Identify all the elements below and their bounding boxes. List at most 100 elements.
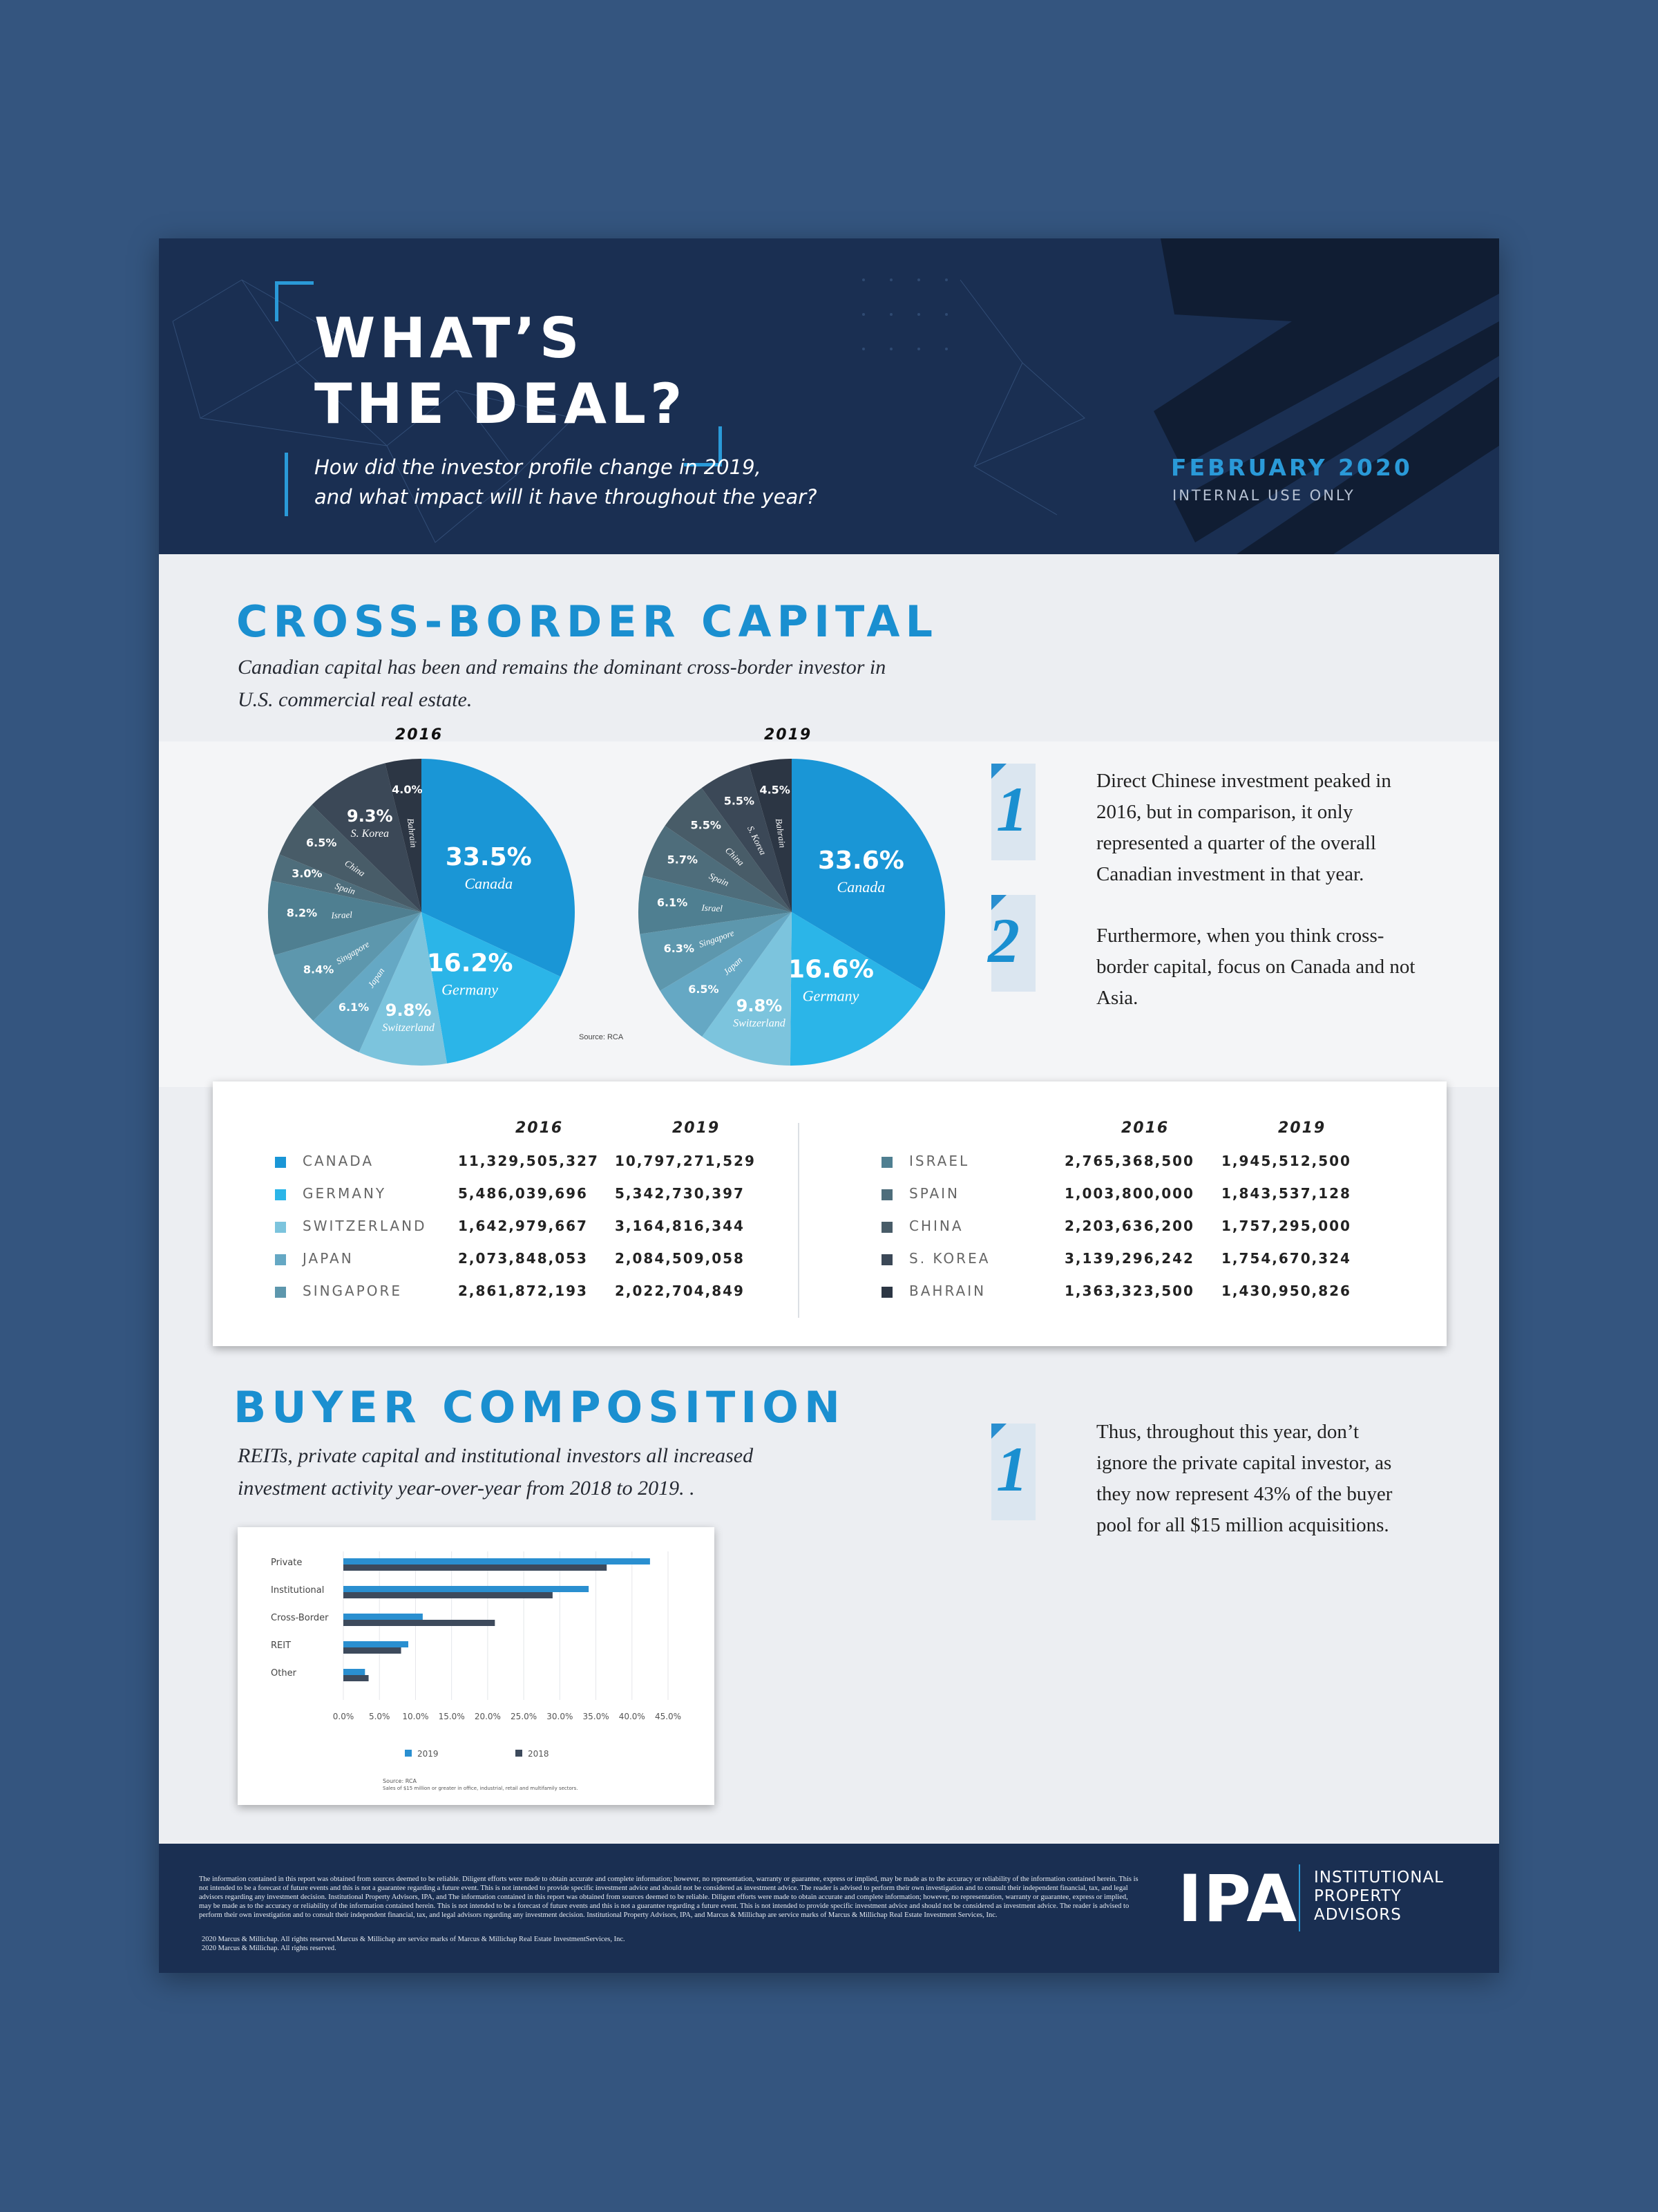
pie-source-note: Source: RCA [579, 1033, 624, 1041]
country-name: CHINA [909, 1218, 964, 1234]
footer: The information contained in this report… [159, 1844, 1499, 1973]
pie-chart-2016: 33.5% Canada 16.2% Germany 9.8% Switzerland 6.… [268, 759, 575, 1066]
bar-x-tick-label: 0.0% [333, 1712, 354, 1721]
bar-other-2018 [343, 1675, 369, 1681]
pie-2019-slice-singapore [640, 912, 792, 991]
value-2016: 1,642,979,667 [458, 1218, 588, 1234]
pie-2019-slice-s-korea [701, 764, 792, 912]
pie-2016-label-canada: Canada [464, 875, 513, 892]
table-row-switzerland: SWITZERLAND 1,642,979,667 3,164,816,344 [275, 1216, 759, 1243]
country-name: ISRAEL [909, 1153, 970, 1169]
ipa-logo: IPA [1178, 1862, 1298, 1937]
pie-2016-slice-switzerland [359, 912, 448, 1066]
country-name: SPAIN [909, 1185, 960, 1202]
bar-category-reit: REIT [271, 1641, 291, 1651]
value-2016: 2,073,848,053 [458, 1250, 588, 1267]
table-row-spain: SPAIN 1,003,800,000 1,843,537,128 [882, 1183, 1365, 1211]
buyer-composition-title: BUYER COMPOSITION [234, 1382, 846, 1433]
pie-2019-slice-japan [660, 912, 792, 1037]
bar-x-tick-label: 45.0% [655, 1712, 681, 1721]
table-row-japan: JAPAN 2,073,848,053 2,084,509,058 [275, 1248, 759, 1276]
pie-2019-value-japan: 6.5% [688, 983, 718, 996]
bar-x-tick-label: 35.0% [582, 1712, 609, 1721]
bar-legend-swatch-2018 [515, 1750, 522, 1757]
legend-swatch [275, 1189, 286, 1200]
point-2-badge [991, 895, 1036, 992]
subtitle-line2: and what impact will it have throughout … [314, 485, 817, 509]
point-1-number: 1 [996, 774, 1028, 844]
bar-category-private: Private [271, 1558, 302, 1568]
table-divider [798, 1123, 799, 1318]
country-name: SINGAPORE [303, 1283, 403, 1299]
table-left-year2-header: 2019 [672, 1119, 721, 1137]
cross-border-desc-line1: Canadian capital has been and remains th… [238, 656, 886, 679]
bar-x-tick-label: 20.0% [475, 1712, 501, 1721]
brand-line1: INSTITUTIONAL [1314, 1869, 1444, 1887]
table-row-canada: CANADA 11,329,505,327 10,797,271,529 [275, 1151, 759, 1178]
pie-2016-label-switzerland: Switzerland [382, 1022, 435, 1034]
bar-cross-border-2018 [343, 1620, 495, 1626]
point-1-badge [991, 764, 1036, 860]
value-2019: 1,757,295,000 [1221, 1218, 1351, 1234]
value-2016: 2,203,636,200 [1065, 1218, 1194, 1234]
cross-border-desc-line2: U.S. commercial real estate. [238, 688, 473, 711]
bar-legend-label-2019: 2019 [417, 1749, 439, 1759]
buyer-point-badge [991, 1424, 1036, 1520]
bar-x-tick-label: 5.0% [369, 1712, 390, 1721]
bar-source-note: Source: RCA [383, 1778, 417, 1784]
pie-2016-value-switzerland: 9.8% [385, 1001, 432, 1020]
buyer-bar-chart: 0.0% 5.0% 10.0% 15.0% 20.0% 25.0% 30.0% 35.0% 40… [271, 1551, 681, 1791]
buyer-point-text: Thus, throughout this year, don’t ignore… [1096, 1421, 1393, 1536]
legend-swatch [882, 1157, 893, 1168]
pie-2019-label-canada: Canada [837, 878, 886, 896]
pie-2016-label-israel: Israel [330, 909, 352, 920]
legend-swatch [275, 1222, 286, 1233]
legend-swatch [882, 1189, 893, 1200]
bar-x-tick-label: 15.0% [439, 1712, 465, 1721]
bar-source-detail: Sales of $15 million or greater in offic… [383, 1786, 578, 1791]
bar-institutional-2019 [343, 1586, 589, 1592]
internal-use-label: INTERNAL USE ONLY [1172, 487, 1355, 504]
table-row-israel: ISRAEL 2,765,368,500 1,945,512,500 [882, 1151, 1365, 1178]
copyright-line2: 2020 Marcus & Millichap. All rights rese… [202, 1945, 336, 1952]
copyright-line1: 2020 Marcus & Millichap. All rights rese… [202, 1936, 625, 1943]
subtitle-line1: How did the investor profile change in 2… [314, 455, 761, 479]
bar-private-2019 [343, 1558, 650, 1565]
pie-2019-title: 2019 [764, 726, 812, 744]
investment-table-card: 2016 2019 2016 2019 CANADA 11,329,505,327… [213, 1081, 1447, 1346]
value-2019: 1,430,950,826 [1221, 1283, 1351, 1299]
legend-swatch [882, 1254, 893, 1265]
value-2016: 3,139,296,242 [1065, 1250, 1194, 1267]
value-2019: 10,797,271,529 [615, 1153, 756, 1169]
buyer-point-number: 1 [996, 1434, 1028, 1504]
pie-2019-slice-israel [638, 876, 792, 934]
bar-category-cross-border: Cross-Border [271, 1613, 329, 1623]
footer-disclaimer: The information contained in this report… [199, 1875, 1138, 1919]
pie-2019-value-israel: 6.1% [657, 896, 687, 909]
pie-2016-slice-israel [268, 880, 421, 956]
bar-private-2018 [343, 1565, 607, 1571]
pie-2019-value-bahrain: 4.5% [759, 784, 790, 797]
pie-2016-slice-singapore [274, 912, 421, 1021]
value-2016: 1,363,323,500 [1065, 1283, 1194, 1299]
value-2019: 2,084,509,058 [615, 1250, 745, 1267]
bar-cross-border-2019 [343, 1614, 423, 1620]
pie-2016-label-s-korea: S. Korea [351, 828, 389, 840]
value-2016: 1,003,800,000 [1065, 1185, 1194, 1202]
pie-2019-value-singapore: 6.3% [664, 942, 694, 955]
table-left-year1-header: 2016 [515, 1119, 564, 1137]
value-2016: 2,765,368,500 [1065, 1153, 1194, 1169]
pie-2019-slice-bahrain [749, 759, 792, 912]
table-row-s-korea: S. KOREA 3,139,296,242 1,754,670,324 [882, 1248, 1365, 1276]
bar-x-tick-label: 10.0% [402, 1712, 428, 1721]
pie-2019-value-s-korea: 5.5% [724, 794, 754, 807]
pie-2016-value-spain: 3.0% [292, 867, 322, 880]
value-2019: 2,022,704,849 [615, 1283, 745, 1299]
value-2019: 1,843,537,128 [1221, 1185, 1351, 1202]
buyer-composition-desc: REITs, private capital and institutional… [238, 1439, 859, 1504]
country-name: JAPAN [303, 1250, 354, 1267]
bar-x-tick-label: 40.0% [619, 1712, 645, 1721]
pie-2016-slice-germany [421, 912, 561, 1064]
logo-divider [1299, 1864, 1300, 1931]
page-title-line2: THE DEAL? [314, 372, 687, 436]
